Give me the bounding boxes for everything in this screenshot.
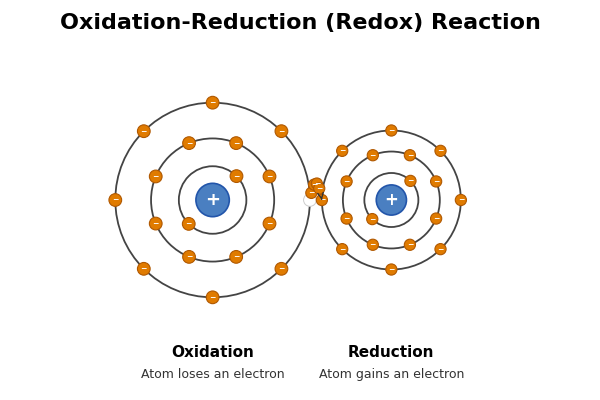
Text: −: − <box>209 293 216 302</box>
Circle shape <box>341 213 352 224</box>
Text: Atom gains an electron: Atom gains an electron <box>319 368 464 381</box>
Circle shape <box>230 250 242 263</box>
Text: −: − <box>339 146 346 155</box>
Circle shape <box>435 244 446 255</box>
Text: −: − <box>433 214 439 223</box>
Text: −: − <box>433 177 439 186</box>
Circle shape <box>431 213 442 224</box>
Text: −: − <box>343 177 350 186</box>
Circle shape <box>405 175 416 186</box>
Circle shape <box>206 96 219 109</box>
Text: −: − <box>316 184 322 193</box>
Circle shape <box>230 137 242 150</box>
Circle shape <box>431 176 442 187</box>
Circle shape <box>386 125 397 136</box>
Text: −: − <box>186 139 192 148</box>
Text: −: − <box>437 146 444 155</box>
Text: −: − <box>278 264 284 273</box>
Circle shape <box>149 170 162 183</box>
Text: −: − <box>185 219 192 228</box>
Circle shape <box>196 183 229 217</box>
Text: Reduction: Reduction <box>348 346 434 360</box>
Circle shape <box>455 194 466 206</box>
Circle shape <box>404 150 415 161</box>
Text: −: − <box>233 139 239 148</box>
Text: −: − <box>266 172 272 181</box>
Text: −: − <box>209 98 216 107</box>
Circle shape <box>182 137 196 150</box>
Text: −: − <box>112 196 118 204</box>
Text: −: − <box>437 245 444 254</box>
Text: −: − <box>314 179 320 188</box>
Text: −: − <box>266 219 272 228</box>
Text: −: − <box>343 214 350 223</box>
Text: −: − <box>311 180 317 189</box>
Circle shape <box>341 176 352 187</box>
Text: −: − <box>407 240 413 249</box>
Circle shape <box>316 194 328 206</box>
Circle shape <box>137 125 150 138</box>
Circle shape <box>275 262 288 275</box>
Text: −: − <box>388 126 395 135</box>
Text: −: − <box>407 151 413 160</box>
Text: −: − <box>278 127 284 136</box>
Circle shape <box>182 250 196 263</box>
Text: Oxidation: Oxidation <box>171 346 254 360</box>
Circle shape <box>367 214 378 225</box>
Text: −: − <box>370 151 376 160</box>
Circle shape <box>275 125 288 138</box>
Circle shape <box>376 185 406 215</box>
Circle shape <box>367 150 379 161</box>
Text: −: − <box>140 264 147 273</box>
Text: −: − <box>458 196 464 204</box>
Circle shape <box>230 170 243 182</box>
Circle shape <box>206 291 219 304</box>
Circle shape <box>308 179 320 190</box>
Circle shape <box>182 218 195 230</box>
Circle shape <box>137 262 150 275</box>
Circle shape <box>304 194 316 206</box>
Text: −: − <box>233 252 239 261</box>
Text: −: − <box>407 176 413 186</box>
Text: −: − <box>186 252 192 261</box>
Text: −: − <box>339 245 346 254</box>
Circle shape <box>149 217 162 230</box>
Circle shape <box>306 187 317 198</box>
Text: −: − <box>233 172 239 181</box>
Circle shape <box>386 264 397 275</box>
Text: Atom loses an electron: Atom loses an electron <box>141 368 284 381</box>
Text: −: − <box>140 127 147 136</box>
Text: −: − <box>388 265 395 274</box>
Text: −: − <box>369 214 376 224</box>
Text: −: − <box>152 219 159 228</box>
Circle shape <box>367 239 379 250</box>
Circle shape <box>263 217 276 230</box>
Circle shape <box>337 244 348 255</box>
Circle shape <box>311 178 322 189</box>
Circle shape <box>109 194 122 206</box>
Text: −: − <box>370 240 376 249</box>
Text: −: − <box>152 172 159 181</box>
Circle shape <box>263 170 276 183</box>
Circle shape <box>435 145 446 156</box>
Text: +: + <box>205 191 220 209</box>
Text: +: + <box>385 191 398 209</box>
Circle shape <box>404 239 415 250</box>
Text: −: − <box>308 188 314 197</box>
Text: −: − <box>319 196 325 204</box>
Text: Oxidation-Reduction (Redox) Reaction: Oxidation-Reduction (Redox) Reaction <box>59 13 541 33</box>
Circle shape <box>337 145 348 156</box>
Circle shape <box>314 183 325 194</box>
